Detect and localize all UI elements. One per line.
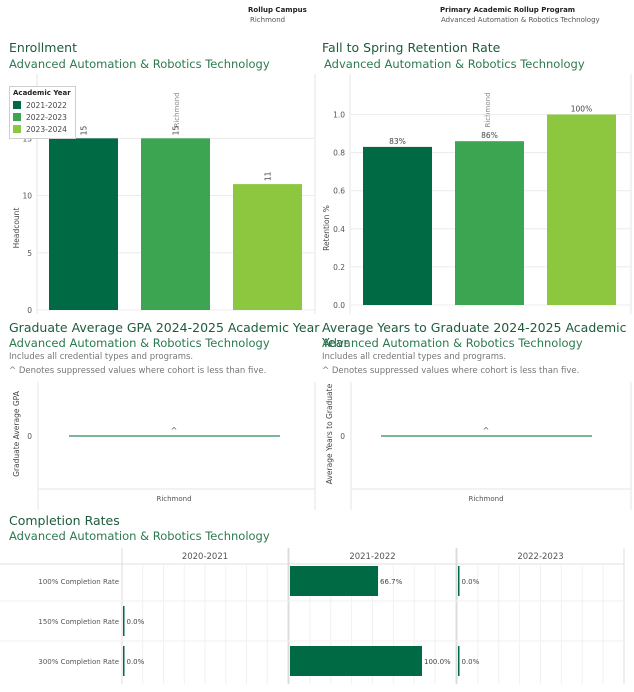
gpa-note-2: ^ Denotes suppressed values where cohort…	[9, 366, 267, 376]
program-filter-label: Primary Academic Rollup Program	[440, 6, 576, 14]
completion-column-header: 2022-2023	[517, 552, 563, 562]
legend-label-2023: 2023-2024	[26, 124, 67, 134]
retention-value-label: 100%	[571, 105, 592, 114]
completion-bar[interactable]	[290, 566, 379, 596]
gpa-note-1: Includes all credential types and progra…	[9, 352, 194, 362]
retention-ytick-label: 0.4	[333, 225, 345, 234]
completion-bar[interactable]	[123, 646, 125, 676]
enrollment-value-label: 11	[264, 171, 273, 181]
legend-label-2021: 2021-2022	[26, 100, 67, 110]
retention-bar-2023-2024[interactable]	[547, 114, 616, 306]
retention-ytick-label: 0.2	[333, 263, 345, 272]
enrollment-ylabel: Headcount	[12, 208, 21, 249]
gpa-value-label: ^	[171, 426, 178, 435]
program-filter-value[interactable]: Advanced Automation & Robotics Technolog…	[441, 16, 600, 24]
completion-value-label: 100.0%	[424, 658, 451, 666]
years-title: Average Years to Graduate 2024-2025 Acad…	[322, 320, 627, 350]
gpa-title: Graduate Average GPA 2024-2025 Academic …	[9, 320, 320, 335]
retention-value-label: 86%	[481, 131, 498, 140]
years-note-1: Includes all credential types and progra…	[322, 352, 507, 362]
retention-ylabel: Retention %	[322, 205, 331, 251]
legend-label-2022: 2022-2023	[26, 112, 67, 122]
legend-swatch-2023	[13, 125, 21, 133]
gpa-chart: Graduate Average GPA 0 ^ Richmond	[12, 382, 316, 510]
legend-item-2023[interactable]: 2023-2024	[13, 123, 71, 135]
completion-row-label: 100% Completion Rate	[38, 578, 119, 586]
completion-bar[interactable]	[458, 566, 460, 596]
completion-title: Completion Rates	[9, 513, 120, 528]
legend-swatch-2021	[13, 101, 21, 109]
years-category-label: Richmond	[468, 495, 503, 503]
retention-value-label: 83%	[389, 137, 406, 146]
retention-ytick-label: 0.8	[333, 149, 345, 158]
enrollment-bar-2022-2023[interactable]	[141, 138, 210, 310]
retention-subtitle: Advanced Automation & Robotics Technolog…	[324, 57, 585, 71]
completion-bar[interactable]	[290, 646, 422, 676]
enrollment-value-label: 15	[80, 126, 89, 136]
completion-value-label: 0.0%	[127, 618, 145, 626]
completion-value-label: 66.7%	[380, 578, 403, 586]
years-value-label: ^	[483, 426, 490, 435]
years-ylabel: Average Years to Graduate	[325, 383, 334, 484]
legend-item-2022[interactable]: 2022-2023	[13, 111, 71, 123]
completion-row-label: 300% Completion Rate	[38, 658, 119, 666]
completion-column-header: 2021-2022	[349, 552, 395, 562]
gpa-category-label: Richmond	[156, 495, 191, 503]
completion-column-header: 2020-2021	[182, 552, 228, 562]
enrollment-ytick-label: 10	[22, 192, 32, 201]
campus-filter-value[interactable]: Richmond	[250, 16, 286, 24]
gpa-subtitle: Advanced Automation & Robotics Technolog…	[9, 336, 270, 350]
retention-bar-2022-2023[interactable]	[455, 141, 524, 305]
retention-ytick-label: 1.0	[333, 111, 345, 120]
enrollment-ytick-label: 5	[27, 249, 32, 258]
years-subtitle: Advanced Automation & Robotics Technolog…	[322, 336, 583, 350]
completion-value-label: 0.0%	[462, 658, 480, 666]
completion-value-label: 0.0%	[127, 658, 145, 666]
enrollment-column-header: Richmond	[173, 92, 181, 127]
completion-bar[interactable]	[458, 646, 460, 676]
retention-ytick-label: 0.0	[333, 301, 345, 310]
completion-chart: 2020-2021 2021-2022 2022-2023 100% Completi…	[0, 548, 625, 684]
retention-bar-2021-2022[interactable]	[363, 146, 432, 305]
gpa-ylabel: Graduate Average GPA	[12, 390, 21, 477]
years-note-2: ^ Denotes suppressed values where cohort…	[322, 366, 580, 376]
years-ytick-0: 0	[340, 432, 345, 441]
enrollment-title: Enrollment	[9, 40, 77, 55]
completion-value-label: 0.0%	[462, 578, 480, 586]
gpa-ytick-0: 0	[27, 432, 32, 441]
completion-subtitle: Advanced Automation & Robotics Technolog…	[9, 529, 270, 543]
retention-column-header: Richmond	[484, 92, 492, 127]
enrollment-value-label: 15	[172, 126, 181, 136]
retention-title: Fall to Spring Retention Rate	[322, 40, 501, 55]
retention-chart: Richmond Retention % 0.00.20.40.60.81.0 …	[322, 74, 632, 314]
completion-row-label: 150% Completion Rate	[38, 618, 119, 626]
enrollment-subtitle: Advanced Automation & Robotics Technolog…	[9, 57, 270, 71]
legend-item-2021[interactable]: 2021-2022	[13, 99, 71, 111]
enrollment-ytick-label: 0	[27, 306, 32, 314]
campus-filter-label: Rollup Campus	[248, 6, 307, 14]
enrollment-bar-2023-2024[interactable]	[233, 184, 302, 310]
retention-ytick-label: 0.6	[333, 187, 345, 196]
legend-swatch-2022	[13, 113, 21, 121]
enrollment-bar-2021-2022[interactable]	[49, 138, 118, 310]
years-chart: Average Years to Graduate 0 ^ Richmond	[325, 382, 632, 510]
enrollment-legend: Academic Year 2021-2022 2022-2023 2023-2…	[9, 86, 76, 139]
completion-bar[interactable]	[123, 606, 125, 636]
legend-title: Academic Year	[13, 89, 71, 97]
